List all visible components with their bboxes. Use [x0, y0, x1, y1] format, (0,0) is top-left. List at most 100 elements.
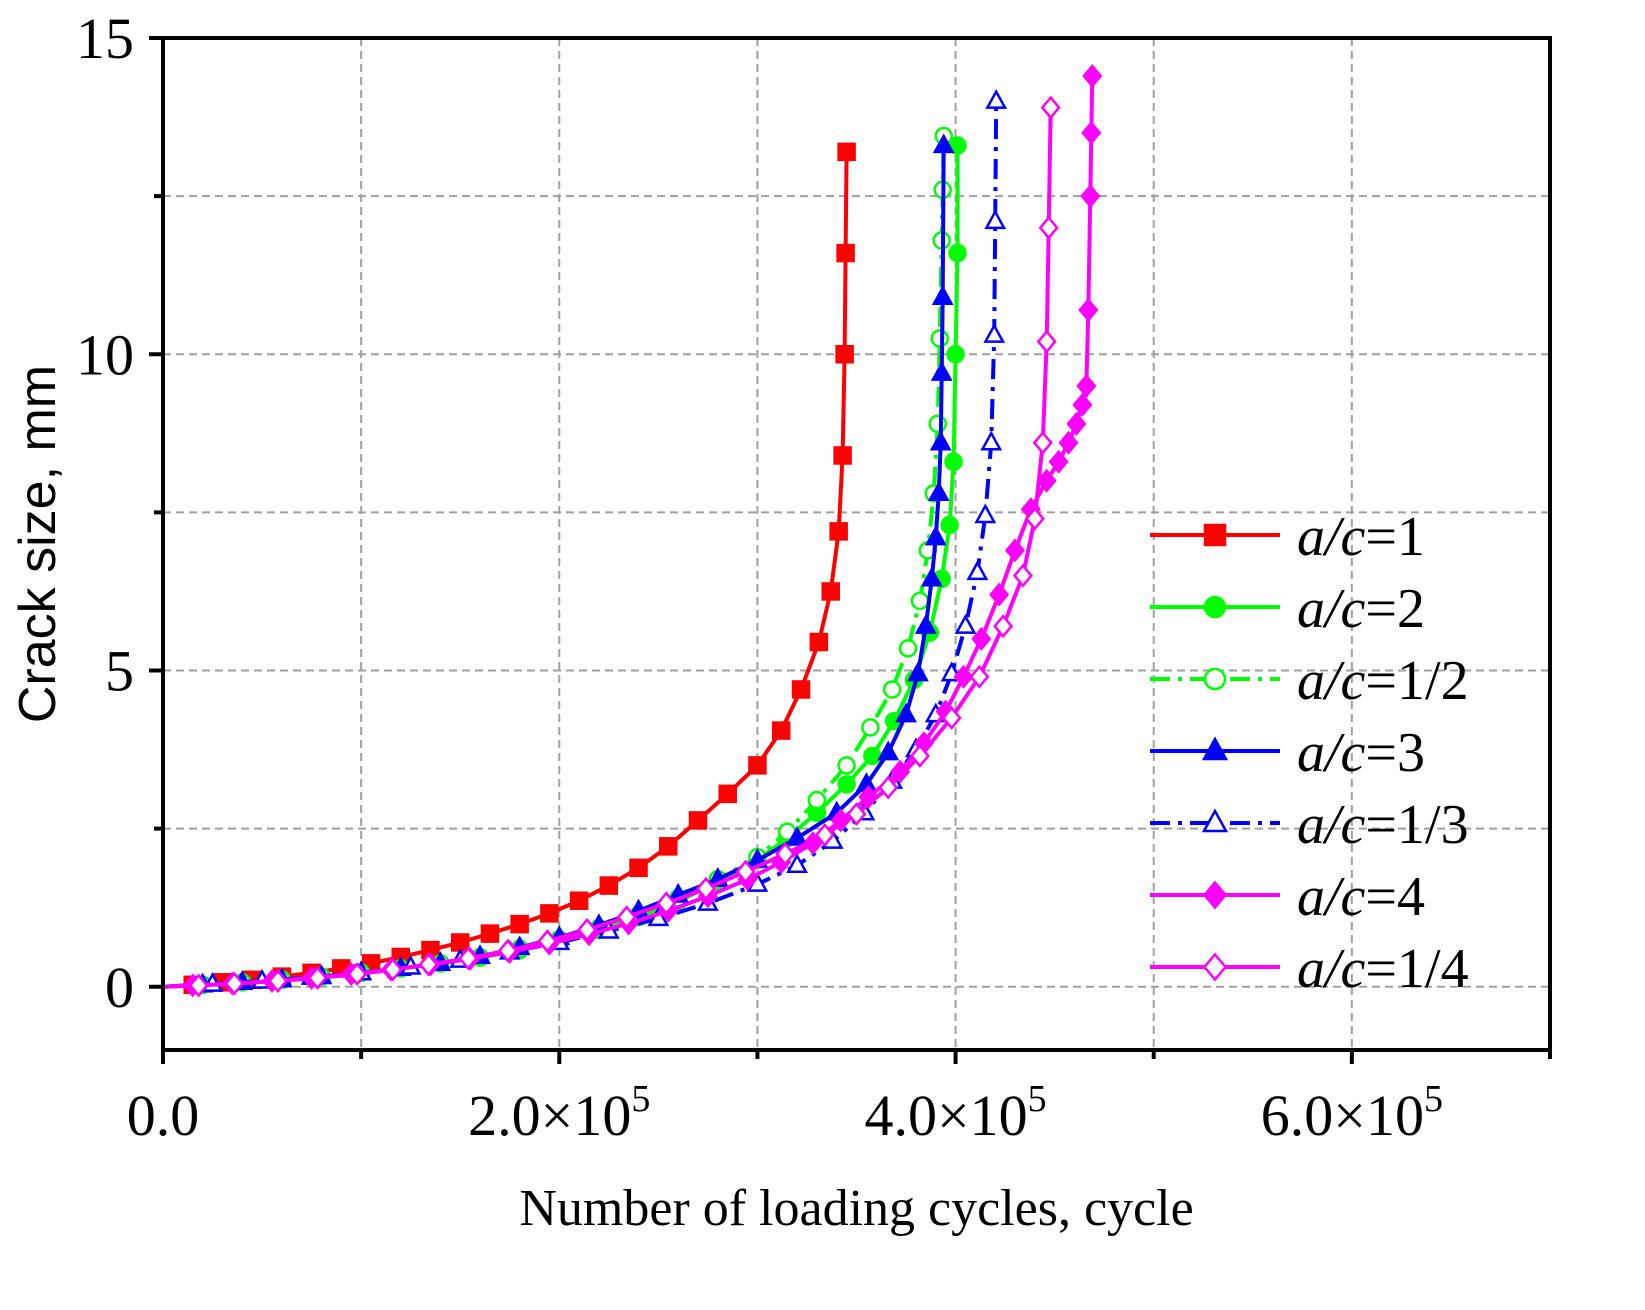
- data-point: [382, 957, 403, 982]
- plot-frame: [161, 36, 1552, 1052]
- data-point: [931, 285, 954, 305]
- legend-label: a/c=2: [1297, 578, 1425, 640]
- data-point: [1004, 538, 1026, 563]
- data-point: [537, 929, 558, 954]
- data-point: [1078, 298, 1099, 322]
- axis-tick-labels: 0.0 2.0×105 4.0×105 6.0×105 0 5 10 15: [76, 6, 1443, 1148]
- data-point: [863, 746, 882, 766]
- data-point: [837, 756, 856, 775]
- data-point: [791, 680, 811, 699]
- y-tick-label: 0: [105, 955, 134, 1020]
- data-point: [829, 522, 848, 541]
- data-point: [786, 853, 808, 873]
- data-point: [966, 560, 989, 581]
- data-point: [224, 971, 245, 996]
- data-point: [616, 905, 637, 930]
- data-point: [1058, 430, 1079, 455]
- legend-item: a/c=1/4: [1150, 938, 1469, 1000]
- data-point: [927, 481, 950, 502]
- data-point: [877, 740, 900, 761]
- data-point: [569, 891, 589, 910]
- data-point: [984, 209, 1007, 230]
- legend-item: a/c=1: [1150, 506, 1425, 568]
- legend-label: a/c=1: [1297, 506, 1425, 568]
- data-point: [909, 743, 930, 768]
- data-point: [188, 973, 209, 998]
- data-point: [898, 639, 918, 658]
- legend-marker: [1203, 667, 1227, 691]
- data-point: [659, 837, 678, 856]
- data-point: [771, 721, 791, 740]
- data-point: [821, 582, 840, 601]
- data-point: [907, 661, 929, 682]
- data-point: [930, 361, 953, 381]
- legend-item: a/c=2: [1150, 578, 1425, 640]
- data-point: [993, 614, 1014, 639]
- data-point: [480, 924, 500, 943]
- legend-label: a/c=1/4: [1297, 938, 1469, 1000]
- data-point: [928, 414, 947, 434]
- data-point: [836, 243, 855, 263]
- data-point: [458, 946, 479, 971]
- y-tick-label: 10: [76, 322, 134, 387]
- data-point: [946, 345, 965, 364]
- data-point: [1082, 64, 1103, 88]
- data-point: [833, 446, 852, 465]
- legend-marker: [1201, 736, 1229, 761]
- y-axis-title: Crack size, mm: [9, 365, 67, 723]
- data-point: [971, 626, 992, 651]
- data-point: [1024, 506, 1045, 531]
- legend: a/c=1 a/c=2 a/c=1/2 a/c=3 a/c=1/3 a/c=4 a/c=1/…: [1150, 506, 1469, 1000]
- series-line: [162, 136, 946, 989]
- data-point: [878, 775, 899, 800]
- data-point: [1036, 329, 1057, 354]
- legend-label: a/c=1/2: [1297, 650, 1469, 712]
- data-point: [510, 914, 529, 934]
- data-point: [1012, 563, 1033, 588]
- legend-marker: [1203, 523, 1227, 547]
- legend-item: a/c=1/3: [1150, 794, 1469, 856]
- data-point: [267, 969, 288, 994]
- y-tick-label: 15: [76, 6, 134, 71]
- data-point: [861, 718, 880, 737]
- data-point: [980, 430, 1003, 451]
- data-point: [718, 784, 737, 804]
- data-point: [1066, 411, 1087, 436]
- data-point: [576, 917, 598, 942]
- data-point: [1072, 392, 1093, 417]
- data-point: [930, 329, 949, 348]
- data-point: [688, 811, 708, 830]
- plot-area: [162, 64, 1103, 998]
- axis-ticks: [149, 36, 1552, 1064]
- legend-marker: [1201, 808, 1229, 833]
- data-point: [1048, 449, 1069, 474]
- data-point: [540, 904, 559, 923]
- data-point: [1080, 184, 1101, 209]
- data-point: [974, 503, 997, 524]
- data-point: [953, 664, 974, 689]
- data-point: [969, 664, 990, 689]
- x-tick-label: 4.0×105: [864, 1078, 1046, 1148]
- legend-marker: [1203, 595, 1227, 619]
- legend-marker: [1202, 952, 1228, 982]
- data-point: [347, 962, 368, 987]
- data-point: [932, 133, 955, 154]
- data-point: [948, 243, 967, 263]
- legend-label: a/c=1/3: [1297, 794, 1469, 856]
- x-tick-label: 2.0×105: [468, 1078, 650, 1148]
- data-point: [941, 705, 962, 730]
- legend-marker: [1202, 880, 1228, 910]
- data-point: [807, 790, 827, 810]
- legend-item: a/c=3: [1150, 722, 1425, 784]
- data-point: [497, 938, 518, 963]
- data-point: [1038, 215, 1059, 240]
- legend-item: a/c=4: [1150, 866, 1425, 928]
- data-point: [1076, 373, 1097, 398]
- y-tick-label: 5: [105, 639, 134, 704]
- data-point: [929, 430, 952, 451]
- data-point: [1032, 430, 1053, 455]
- data-point: [989, 582, 1010, 607]
- data-point: [954, 614, 977, 634]
